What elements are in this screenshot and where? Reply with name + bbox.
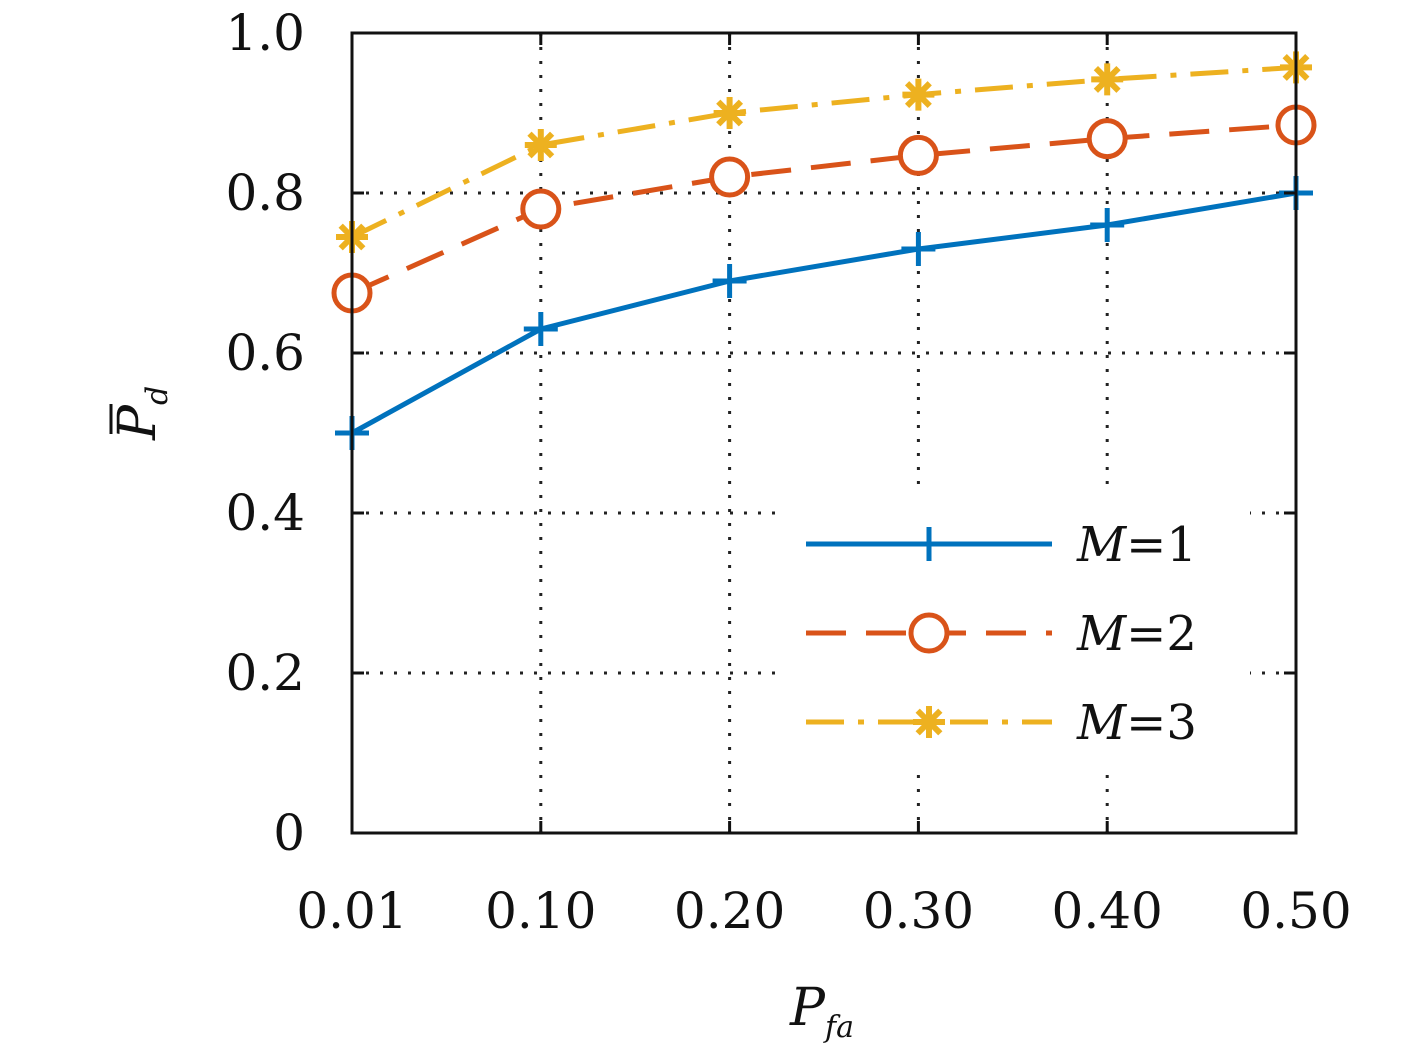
data-point-stroke bbox=[527, 131, 555, 159]
legend-label: M=2 bbox=[1076, 606, 1197, 662]
x-axis-label: Pfa bbox=[789, 978, 854, 1045]
x-axis-subscript: fa bbox=[823, 1010, 854, 1045]
y-axis-label: Pd bbox=[108, 386, 175, 441]
legend-item: M=2 bbox=[806, 606, 1197, 662]
data-point bbox=[520, 188, 562, 230]
legend-marker bbox=[913, 706, 945, 738]
data-point-stroke bbox=[904, 81, 932, 109]
series-3 bbox=[336, 51, 1312, 253]
x-tick-label: 0.01 bbox=[296, 882, 407, 940]
y-tick-label: 0.2 bbox=[225, 644, 305, 702]
y-axis-symbol: P bbox=[108, 404, 168, 441]
x-axis-symbol: P bbox=[789, 978, 826, 1038]
series-line bbox=[350, 190, 1297, 436]
data-point bbox=[1086, 118, 1128, 160]
series-line bbox=[350, 64, 1297, 240]
series-layer bbox=[331, 51, 1317, 450]
x-tick-label: 0.10 bbox=[485, 882, 596, 940]
legend-label: M=3 bbox=[1076, 695, 1197, 751]
legend-item: M=1 bbox=[806, 517, 1197, 573]
data-point bbox=[709, 156, 751, 198]
data-point bbox=[897, 134, 939, 176]
y-axis-subscript: d bbox=[140, 386, 175, 405]
x-tick-label: 0.40 bbox=[1052, 882, 1163, 940]
data-point-stroke bbox=[716, 99, 744, 127]
data-point bbox=[902, 78, 935, 111]
data-point bbox=[1091, 63, 1124, 96]
legend: M=1 M=2 M=3 bbox=[776, 490, 1250, 775]
y-tick-labels: 0 0.2 0.4 0.6 0.8 1.0 bbox=[225, 4, 305, 862]
svg-text:Pd: Pd bbox=[108, 386, 175, 441]
y-tick-label: 0.4 bbox=[225, 484, 305, 542]
y-tick-label: 0 bbox=[273, 804, 305, 862]
series-1 bbox=[335, 176, 1313, 450]
legend-marker bbox=[908, 612, 950, 654]
data-point bbox=[524, 129, 557, 161]
y-tick-label: 1.0 bbox=[225, 4, 305, 62]
legend-marker-stroke bbox=[915, 708, 943, 736]
legend-label: M=1 bbox=[1076, 517, 1197, 573]
data-point-stroke bbox=[1093, 65, 1121, 93]
ticks bbox=[350, 31, 1298, 835]
series-line bbox=[350, 122, 1297, 296]
legend-item: M=3 bbox=[806, 695, 1197, 751]
x-tick-label: 0.20 bbox=[674, 882, 785, 940]
x-tick-labels: 0.01 0.10 0.20 0.30 0.40 0.50 bbox=[296, 882, 1351, 940]
y-tick-label: 0.6 bbox=[225, 324, 305, 382]
x-tick-label: 0.30 bbox=[863, 882, 974, 940]
y-tick-label: 0.8 bbox=[225, 164, 305, 222]
plot-frame bbox=[350, 31, 1298, 835]
data-point bbox=[713, 97, 746, 129]
x-tick-label: 0.50 bbox=[1240, 882, 1351, 940]
series-2 bbox=[331, 104, 1317, 314]
